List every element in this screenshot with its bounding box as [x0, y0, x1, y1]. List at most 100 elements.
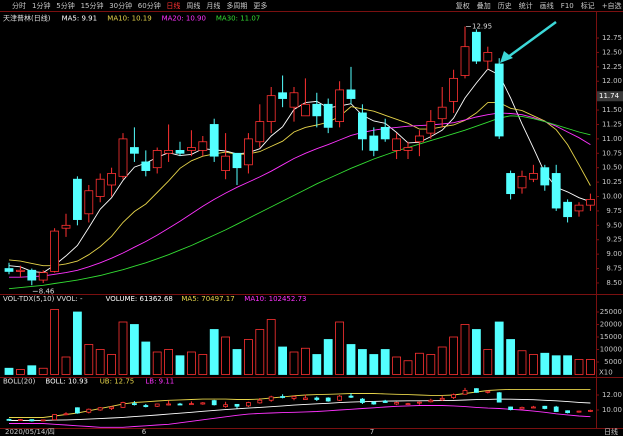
toolbar-tab[interactable]: 5分钟 [56, 1, 74, 10]
mini-body [223, 404, 229, 408]
volume-bar [175, 355, 185, 375]
candle-body [403, 147, 413, 151]
toolbar-tab[interactable]: 60分钟 [138, 1, 161, 10]
candle-body [494, 63, 504, 137]
mini-body [291, 396, 297, 399]
mini-body [211, 400, 217, 406]
y-tick-label: 5000 [604, 358, 622, 366]
y-tick-label: 9.50 [606, 221, 622, 229]
candle-body [551, 173, 561, 209]
indicator-value: UB: 12.75 [100, 378, 135, 386]
toolbar-tab[interactable]: 多周期 [226, 1, 247, 10]
volume-bar [449, 336, 459, 375]
mini-body [542, 405, 548, 409]
candle-body [529, 173, 538, 180]
mini-body [120, 402, 126, 408]
volume-bar [335, 321, 345, 375]
volume-bar [95, 349, 105, 375]
volume-bar [300, 347, 310, 375]
candle-body [471, 31, 481, 62]
volume-bar [266, 319, 276, 375]
y-tick-label: 12.00 [602, 77, 622, 85]
y-tick-label: 12.00 [602, 391, 622, 399]
candle-body [300, 103, 310, 117]
volume-bar [403, 360, 413, 375]
candle-body [73, 178, 82, 220]
toolbar-button[interactable]: 标记 [581, 1, 595, 10]
period-label: 日线 [604, 427, 618, 436]
candle-body [460, 46, 470, 76]
toolbar-tab[interactable]: 分时 [12, 1, 26, 10]
annotation-arrow [507, 20, 557, 59]
indicator-line [9, 388, 591, 418]
candle-body [152, 150, 162, 169]
toolbar-tab[interactable]: 1分钟 [32, 1, 50, 10]
high-label: 12.95 [472, 23, 492, 31]
mini-body [588, 409, 593, 412]
y-tick-label: 10.75 [602, 149, 622, 157]
toolbar-tab[interactable]: 周线 [186, 1, 200, 10]
toolbar-button[interactable]: +自选 [602, 1, 622, 10]
panel-title: VOL-TDX(5,10) VVOL: - [3, 295, 83, 303]
volume-bar [209, 329, 219, 375]
candle-body [426, 121, 436, 134]
candle-body [392, 138, 402, 151]
x-tick-label: 7 [370, 428, 374, 436]
mini-body [268, 396, 274, 401]
toolbar-button[interactable]: 画线 [540, 1, 554, 10]
mini-body [143, 405, 149, 408]
volume-bar [129, 324, 139, 375]
y-tick-label: 9.75 [606, 207, 622, 215]
candle-body [380, 126, 390, 140]
toolbar-button[interactable]: 叠加 [477, 1, 491, 10]
candle-body [266, 95, 276, 122]
volume-bar [357, 349, 367, 375]
y-tick-label: 11.50 [602, 106, 622, 114]
candle-body [563, 201, 572, 218]
mini-body [325, 397, 331, 402]
mini-body [462, 390, 468, 395]
toolbar-button[interactable]: 复权 [456, 1, 470, 10]
candle-body [232, 152, 242, 169]
y-tick-label: 15000 [600, 333, 622, 341]
volume-bar [483, 349, 493, 375]
y-tick-label: 11.00 [602, 135, 622, 143]
candle-body [15, 269, 25, 272]
candle-body [483, 52, 493, 62]
indicator-value: VOLUME: 61362.68 [106, 295, 173, 303]
toolbar-button[interactable]: 统计 [519, 1, 533, 10]
y-tick-label: 8.75 [606, 265, 622, 273]
mini-body [177, 403, 183, 406]
candle-body [449, 77, 459, 102]
y-tick-label: 10.25 [602, 178, 622, 186]
indicator-value: BOLL: 10.93 [45, 378, 88, 386]
volume-bar [61, 356, 71, 375]
toolbar-tab[interactable]: 15分钟 [81, 1, 104, 10]
candle-body [506, 173, 516, 195]
mini-body [337, 395, 343, 401]
x-tick-label: 2020/05/14/四 [5, 428, 55, 436]
toolbar-tab[interactable]: 更多 [253, 1, 267, 10]
toolbar-button[interactable]: 历史 [498, 1, 512, 10]
candle-body [107, 173, 116, 186]
volume-bar [107, 354, 116, 375]
candle-body [574, 204, 584, 212]
indicator-value: MA30: 11.07 [216, 15, 260, 23]
mini-body [52, 414, 57, 421]
mini-body [485, 390, 491, 393]
toolbar-tab[interactable]: 月线 [206, 1, 220, 10]
volume-bar [50, 309, 59, 375]
toolbar-tab[interactable]: 日线 [166, 1, 180, 10]
volume-bar [426, 354, 436, 375]
volume-bar [540, 352, 550, 375]
candle-body [255, 121, 265, 143]
candle-body [27, 269, 37, 281]
candle-body [198, 141, 208, 151]
candle-body [414, 135, 424, 143]
candle-body [540, 167, 550, 186]
toolbar-tab[interactable]: 30分钟 [109, 1, 132, 10]
toolbar-button[interactable]: F10 [561, 2, 574, 10]
low-label: 8.46 [39, 287, 55, 295]
panel-title: BOLL(20) [3, 378, 36, 386]
